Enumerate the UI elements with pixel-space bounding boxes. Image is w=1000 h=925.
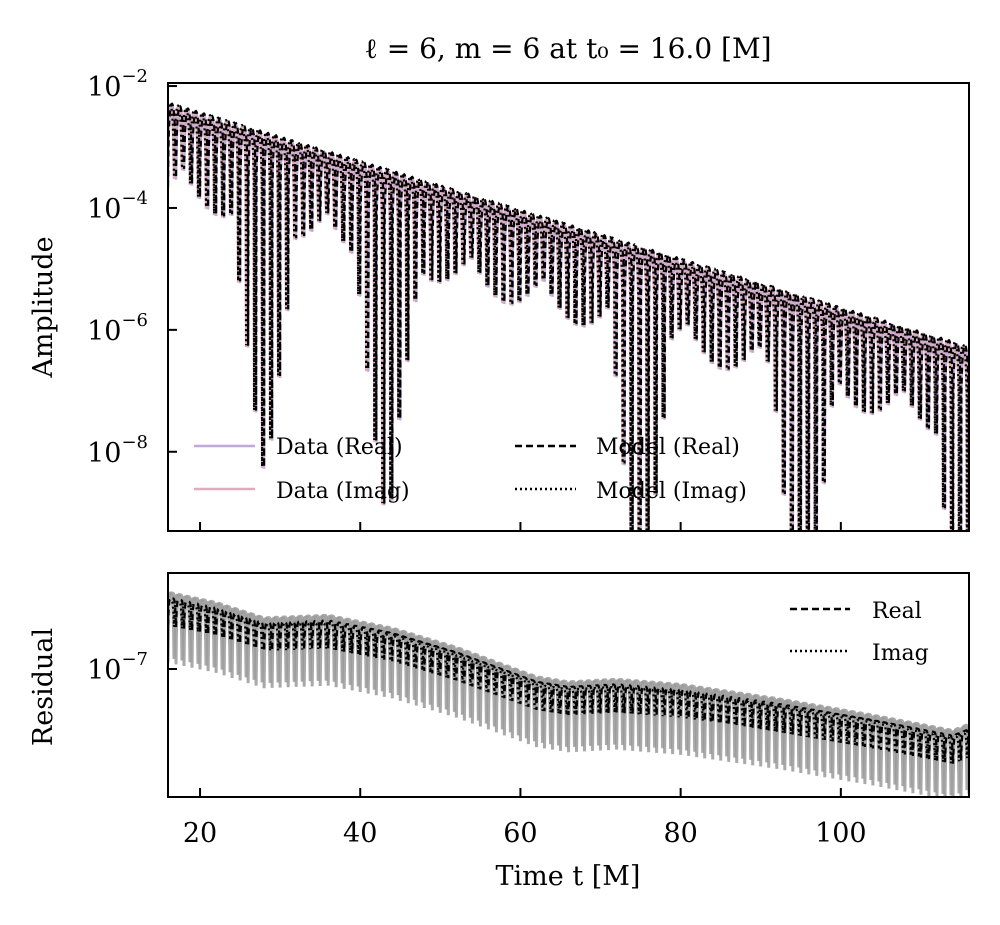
legend-item-real: Real xyxy=(790,599,922,624)
legend-label-data-real: Data (Real) xyxy=(276,435,403,460)
top-plot-area xyxy=(168,101,969,531)
legend-item-imag: Imag xyxy=(790,641,929,666)
xtick-label: 60 xyxy=(503,818,537,849)
top-x-ticks xyxy=(199,522,842,531)
legend-label-imag: Imag xyxy=(872,641,929,666)
xtick-label: 100 xyxy=(815,818,867,849)
legend-label-real: Real xyxy=(872,599,922,624)
top-axes-frame xyxy=(167,82,970,532)
legend-label-model-imag: Model (Imag) xyxy=(596,479,747,504)
xtick-label: 40 xyxy=(343,818,377,849)
top-y-ticks: 10−2 10−4 10−6 10−8 xyxy=(87,66,177,469)
legend-label-model-real: Model (Real) xyxy=(596,435,740,460)
legend-label-data-imag: Data (Imag) xyxy=(276,479,410,504)
bottom-x-ticks: 20 40 60 80 100 xyxy=(183,788,867,849)
bottom-plot-area xyxy=(168,591,969,797)
top-y-axis-label: Amplitude xyxy=(28,236,59,378)
top-ytick-label: 10−6 xyxy=(87,310,148,347)
legend-item-data-imag: Data (Imag) xyxy=(194,479,410,504)
top-ytick-label: 10−2 xyxy=(87,66,148,103)
bottom-axes-frame xyxy=(167,572,970,798)
legend-item-model-imag: Model (Imag) xyxy=(515,479,747,504)
legend-item-model-real: Model (Real) xyxy=(515,435,740,460)
x-axis-label: Time t [M] xyxy=(496,861,641,892)
top-ytick-label: 10−8 xyxy=(87,432,148,469)
top-legend: Data (Real) Data (Imag) Model (Real) Mod… xyxy=(194,435,747,504)
bottom-ytick-label: 10−7 xyxy=(87,649,148,686)
chart-title: ℓ = 6, m = 6 at t₀ = 16.0 [M] xyxy=(364,32,771,65)
bottom-legend: Real Imag xyxy=(790,599,929,666)
bottom-y-ticks: 10−7 xyxy=(87,649,177,686)
xtick-label: 80 xyxy=(663,818,697,849)
xtick-label: 20 xyxy=(183,818,217,849)
bottom-y-axis-label: Residual xyxy=(28,628,59,746)
legend-item-data-real: Data (Real) xyxy=(194,435,403,460)
series-residual-real xyxy=(168,596,969,764)
top-ytick-label: 10−4 xyxy=(87,188,148,225)
series-model-real xyxy=(168,102,969,531)
series-model-imag xyxy=(168,101,969,531)
series-residual-imag xyxy=(168,599,969,764)
